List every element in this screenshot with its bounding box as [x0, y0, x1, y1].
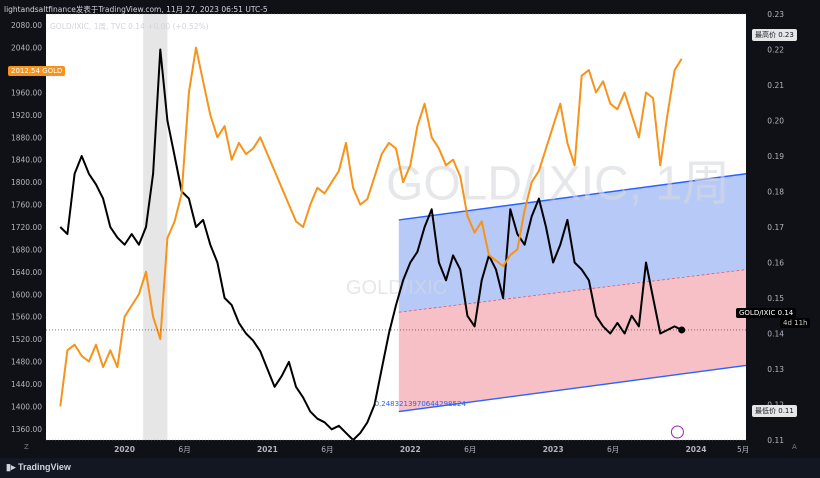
left-axis-tick: 1680.00	[11, 245, 42, 254]
left-axis-tick: 1720.00	[11, 223, 42, 232]
x-axis-tick: 2022	[400, 445, 421, 454]
watermark-small: GOLD/IXIC	[346, 277, 447, 299]
tv-brand-text: TradingView	[18, 462, 71, 472]
channel-upper-line	[398, 173, 747, 221]
left-axis-tick: 1840.00	[11, 156, 42, 165]
left-axis-tick: 1480.00	[11, 358, 42, 367]
right-axis-tick: 0.13	[767, 365, 784, 374]
left-axis-tick: 1800.00	[11, 178, 42, 187]
gold-price-tag: 2012.54 GOLD	[8, 66, 66, 76]
event-badge-icon	[670, 425, 684, 439]
channel-mid-line	[398, 269, 747, 313]
left-axis-tick: 1640.00	[11, 268, 42, 277]
publisher-line: lightandsaltfinance发表于TradingView.com, 1…	[4, 5, 268, 14]
last-point-marker	[678, 326, 686, 334]
x-axis-tick: 2023	[543, 445, 564, 454]
gold-ixic-ratio-line	[59, 48, 683, 441]
gold-price-label: GOLD	[42, 67, 63, 75]
tv-logo-icon: ▮▸	[6, 462, 16, 472]
watermark-big: GOLD/IXIC, 1周	[386, 158, 730, 211]
left-axis-tick: 1960.00	[11, 88, 42, 97]
right-axis-tick: 0.18	[767, 188, 784, 197]
countdown-tag: 4d 11h	[780, 318, 811, 328]
current-label: GOLD/IXIC	[739, 309, 776, 317]
right-axis-tick: 0.11	[767, 436, 784, 445]
right-axis-tick: 0.22	[767, 46, 784, 55]
right-axis-tick: 0.21	[767, 81, 784, 90]
x-axis-tick: 6月	[607, 445, 619, 454]
left-axis-tick: 1520.00	[11, 335, 42, 344]
low-value: 0.11	[778, 407, 794, 415]
high-tag: 最高价 0.23	[752, 29, 797, 41]
x-axis-tick: 6月	[321, 445, 333, 454]
right-axis-tick: 0.17	[767, 223, 784, 232]
auto-scale-corner[interactable]: A	[792, 443, 797, 451]
left-axis-tick: 1600.00	[11, 290, 42, 299]
right-axis-tick: 0.16	[767, 259, 784, 268]
gold-price-value: 2012.54	[11, 67, 40, 75]
zoom-corner[interactable]: Z	[24, 443, 29, 451]
current-value: 0.14	[777, 309, 794, 317]
right-axis-tick: 0.19	[767, 152, 784, 161]
current-price-tag: GOLD/IXIC 0.14	[736, 308, 797, 318]
high-value: 0.23	[778, 31, 794, 39]
left-axis-tick: 1360.00	[11, 425, 42, 434]
low-point-annotation: 0.2483213970644298524	[375, 400, 467, 408]
left-axis-tick: 1400.00	[11, 402, 42, 411]
channel-lower-line	[398, 364, 747, 413]
x-axis-tick: 5月	[737, 445, 749, 454]
x-axis-tick: 2024	[686, 445, 707, 454]
x-axis-tick: 6月	[464, 445, 476, 454]
footer-bar: ▮▸ TradingView	[0, 458, 820, 478]
tradingview-brand[interactable]: ▮▸ TradingView	[6, 462, 71, 473]
right-axis-tick: 0.23	[767, 10, 784, 19]
left-axis-tick: 1920.00	[11, 111, 42, 120]
x-axis-tick: 6月	[178, 445, 190, 454]
x-axis-tick: 2021	[257, 445, 278, 454]
low-tag: 最低价 0.11	[752, 405, 797, 417]
channel-lower-fill	[398, 269, 746, 412]
left-axis-tick: 1560.00	[11, 313, 42, 322]
gold-price-line	[59, 46, 683, 407]
low-label: 最低价	[755, 407, 776, 415]
left-axis-tick: 1760.00	[11, 201, 42, 210]
left-axis-tick: 1880.00	[11, 133, 42, 142]
left-axis-tick: 1440.00	[11, 380, 42, 389]
left-axis-tick: 2080.00	[11, 21, 42, 30]
left-axis-tick: 2040.00	[11, 44, 42, 53]
right-axis-tick: 0.20	[767, 117, 784, 126]
symbol-info[interactable]: GOLD/IXIC, 1周, TVC 0.14 +0.00 (+0.52%)	[50, 22, 209, 31]
x-axis-tick: 2020	[114, 445, 135, 454]
high-label: 最高价	[755, 31, 776, 39]
right-axis-tick: 0.14	[767, 330, 784, 339]
right-axis-tick: 0.15	[767, 294, 784, 303]
